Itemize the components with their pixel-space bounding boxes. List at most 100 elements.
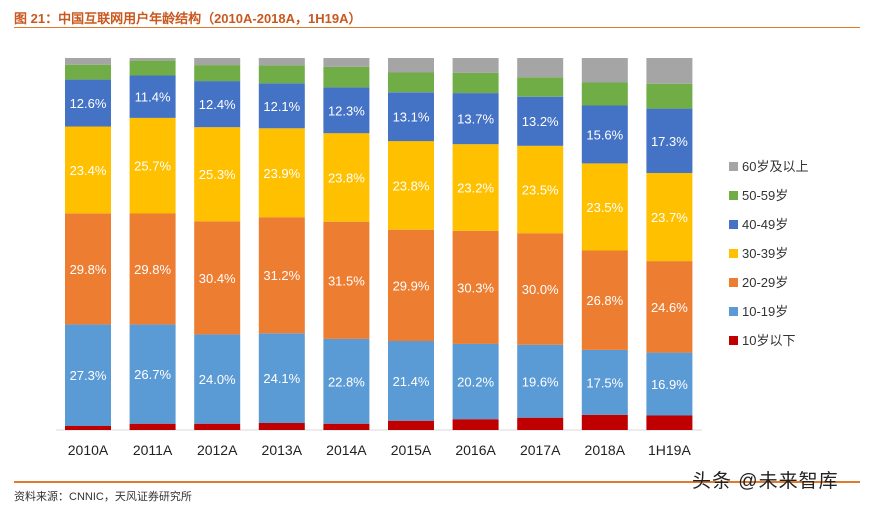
bar-segment-30_39-2018A — [581, 163, 628, 251]
bar-value-label: 29.8% — [134, 262, 171, 277]
bar-segment-20_29-2015A — [388, 229, 434, 341]
bar-value-label: 25.3% — [199, 167, 236, 182]
x-tick-label: 2016A — [455, 442, 496, 458]
bar-segment-lt10-2016A — [452, 419, 499, 430]
legend-label-lt10: 10岁以下 — [742, 333, 795, 348]
bar-value-label: 23.7% — [651, 210, 688, 225]
bar-segment-40_49-2017A — [517, 96, 564, 146]
bar-segment-lt10-2013A — [258, 422, 305, 430]
bar-value-label: 11.4% — [135, 90, 171, 105]
bar-segment-10_19-2015A — [388, 341, 434, 421]
bar-segment-20_29-2013A — [258, 217, 305, 334]
bar-value-label: 23.5% — [522, 183, 559, 198]
bar-segment-30_39-2014A — [323, 133, 370, 222]
bar-segment-60plus-2016A — [452, 58, 499, 73]
bar-segment-50_59-2012A — [194, 65, 241, 82]
bar-segment-60plus-2015A — [388, 58, 434, 73]
bar-segment-20_29-2012A — [194, 221, 241, 335]
bar-value-label: 31.5% — [328, 273, 365, 288]
bar-segment-10_19-2011A — [129, 324, 176, 424]
bar-segment-10_19-2013A — [258, 333, 305, 423]
bar-value-label: 20.2% — [457, 375, 494, 390]
x-tick-label: 2013A — [262, 442, 303, 458]
legend-swatch-30_39 — [729, 249, 738, 258]
x-tick-labels: 2010A 2011A 2012A 2013A 2014A 2015A 2016A 2017A… — [68, 442, 692, 458]
bar-segment-50_59-2011A — [129, 60, 176, 76]
bar-value-label: 23.8% — [393, 178, 430, 193]
bar-segment-10_19-2012A — [194, 334, 241, 424]
bar-segment-60plus-2013A — [258, 58, 305, 66]
bar-value-label: 12.1% — [263, 99, 300, 114]
bar-segment-30_39-2015A — [388, 141, 434, 230]
bar-segment-lt10-2018A — [581, 414, 628, 430]
legend-label-40_49: 40-49岁 — [742, 217, 788, 232]
bar-segment-50_59-1H19A — [646, 83, 693, 109]
bar-segment-lt10-2014A — [323, 423, 370, 430]
bar-segment-20_29-2016A — [452, 230, 499, 344]
bar-value-label: 30.0% — [522, 282, 559, 297]
bar-segment-30_39-2017A — [517, 145, 564, 234]
bar-value-label: 15.6% — [586, 127, 623, 142]
bar-segment-50_59-2017A — [517, 77, 564, 97]
bar-value-label: 23.5% — [586, 200, 623, 215]
x-tick-label: 2011A — [133, 442, 173, 458]
bar-segment-lt10-2017A — [517, 417, 564, 430]
bar-segment-50_59-2014A — [323, 66, 370, 88]
legend-label-10_19: 10-19岁 — [742, 304, 788, 319]
x-tick-label: 2018A — [585, 442, 626, 458]
bar-value-label: 12.6% — [70, 96, 107, 111]
bar-value-label: 12.3% — [328, 103, 365, 118]
bar-value-label: 24.0% — [199, 372, 236, 387]
bar-segment-lt10-2015A — [388, 420, 434, 430]
bar-segment-50_59-2013A — [258, 65, 305, 84]
legend-label-50_59: 50-59岁 — [742, 188, 788, 203]
bars-group — [65, 58, 693, 430]
watermark: 头条 @未来智库 — [692, 471, 839, 492]
bar-value-label: 29.9% — [393, 278, 430, 293]
bar-segment-10_19-2010A — [65, 324, 111, 426]
bar-segment-20_29-2011A — [129, 213, 176, 325]
bar-segment-30_39-2013A — [258, 128, 305, 218]
bar-segment-60plus-2017A — [517, 58, 564, 78]
bar-value-label: 29.8% — [70, 262, 107, 277]
bar-segment-40_49-1H19A — [646, 108, 693, 173]
legend-swatch-40_49 — [729, 220, 738, 229]
bar-value-label: 27.3% — [70, 368, 107, 383]
bar-segment-40_49-2013A — [258, 83, 305, 129]
legend-swatch-50_59 — [729, 191, 738, 200]
legend-label-60plus: 60岁及以上 — [742, 159, 808, 174]
bar-value-label: 26.8% — [586, 293, 623, 308]
bar-segment-50_59-2016A — [452, 72, 499, 93]
bar-value-label: 24.1% — [263, 371, 300, 386]
bar-segment-10_19-1H19A — [646, 352, 693, 416]
bar-segment-lt10-2012A — [194, 423, 241, 430]
bar-segment-30_39-1H19A — [646, 172, 693, 262]
x-tick-label: 2015A — [391, 442, 432, 458]
x-tick-label: 1H19A — [648, 442, 691, 458]
bar-segment-40_49-2016A — [452, 93, 499, 145]
title-rule — [14, 27, 860, 28]
bar-segment-40_49-2010A — [65, 79, 111, 127]
bar-segment-60plus-2010A — [65, 58, 111, 65]
footer-rule — [14, 481, 860, 483]
bar-segment-60plus-2018A — [581, 58, 628, 83]
bar-segment-40_49-2012A — [194, 81, 241, 128]
bar-value-label: 17.5% — [586, 375, 623, 390]
bar-segment-40_49-2014A — [323, 87, 370, 134]
bar-segment-20_29-2018A — [581, 250, 628, 350]
bar-value-label: 24.6% — [651, 300, 688, 315]
bar-value-label: 23.9% — [263, 166, 300, 181]
bar-segment-50_59-2018A — [581, 82, 628, 106]
bar-segment-10_19-2014A — [323, 338, 370, 424]
bar-segment-30_39-2011A — [129, 117, 176, 214]
bar-value-label: 30.3% — [457, 280, 494, 295]
bar-segment-10_19-2018A — [581, 349, 628, 415]
bar-value-label: 31.2% — [263, 268, 300, 283]
bar-value-label: 12.4% — [199, 97, 236, 112]
x-tick-label: 2017A — [520, 442, 561, 458]
bar-value-label: 22.8% — [328, 374, 365, 389]
bar-labels-group: 27.3% 29.8% 23.4% 12.6% 26.7% 29.8% 25.7% 11.4%… — [70, 90, 689, 392]
bar-segment-20_29-2014A — [323, 221, 370, 339]
bar-segment-30_39-2016A — [452, 144, 499, 231]
